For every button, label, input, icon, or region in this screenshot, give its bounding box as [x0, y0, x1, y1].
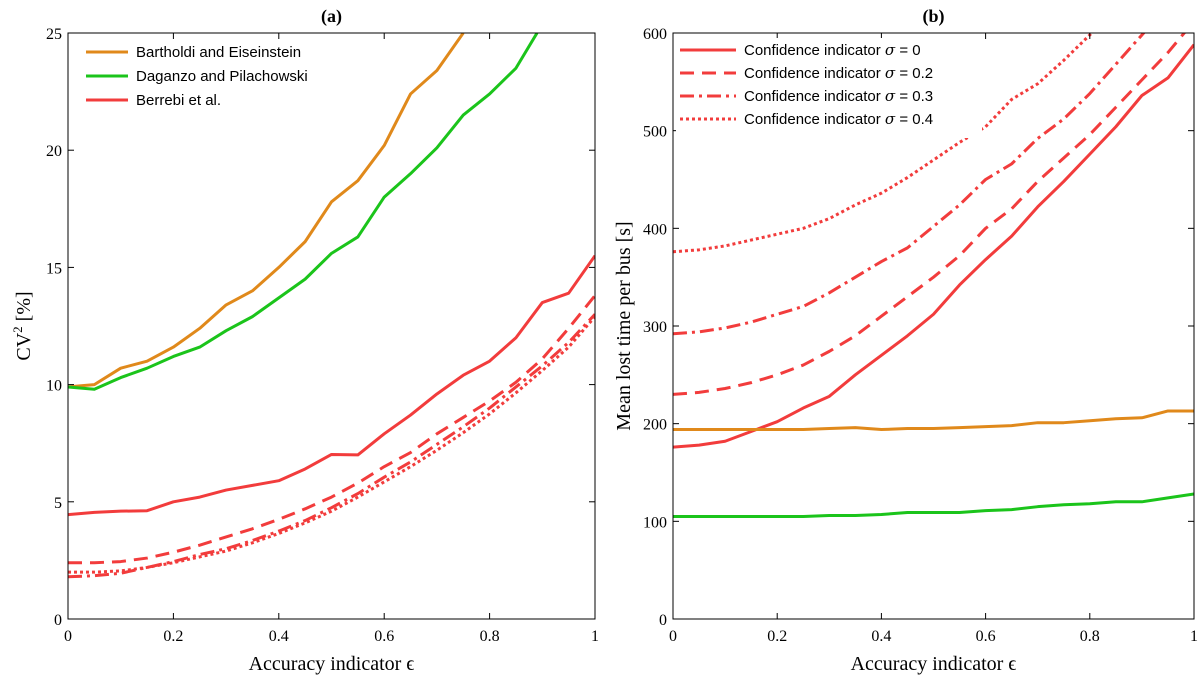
y-tick-label-a-5: 25	[46, 26, 62, 43]
y-axis-label-a: CV2 [%]	[10, 291, 35, 360]
series-line-a-0	[68, 33, 465, 389]
x-tick-label-b-3: 0.6	[976, 628, 996, 645]
series-group-b	[673, 33, 1194, 518]
panel-title-b: (b)	[923, 6, 945, 27]
x-tick-label-a-0: 0	[64, 628, 72, 645]
panel-b: 0 0.2 0.4 0.6 0.8 1 0 100 200 300 400 500 600 (b) Accu…	[613, 6, 1198, 675]
x-tick-label-b-1: 0.2	[767, 628, 787, 645]
y-tick-label-b-4: 400	[643, 221, 667, 238]
legend-a: Bartholdi and Eiseinstein Daganzo and Pil…	[78, 40, 368, 120]
legend-label-a-2: Berrebi et al.	[136, 92, 221, 109]
legend-label-a-0: Bartholdi and Eiseinstein	[136, 44, 301, 61]
x-tick-label-a-3: 0.6	[374, 628, 394, 645]
y-tick-label-a-2: 10	[46, 378, 62, 395]
x-tick-label-b-2: 0.4	[871, 628, 891, 645]
y-tick-label-b-3: 300	[643, 319, 667, 336]
x-tick-label-a-2: 0.4	[269, 628, 289, 645]
y-tick-label-b-6: 600	[643, 26, 667, 43]
legend-label-b-3: Confidence indicator σ = 0.4	[744, 110, 933, 128]
y-axis-label-b: Mean lost time per bus [s]	[613, 221, 635, 430]
series-line-b-2	[673, 33, 1146, 336]
x-tick-label-a-4: 0.8	[480, 628, 500, 645]
y-tick-label-a-3: 15	[46, 260, 62, 277]
x-tick-label-a-5: 1	[591, 628, 599, 645]
panel-title-a: (a)	[321, 6, 342, 27]
series-line-a-2	[68, 254, 595, 517]
legend-label-b-2: Confidence indicator σ = 0.3	[744, 87, 933, 105]
series-line-a-5	[68, 315, 595, 574]
y-tick-label-b-1: 100	[643, 514, 667, 531]
x-tick-label-b-5: 1	[1190, 628, 1198, 645]
x-axis-label-a: Accuracy indicator ϵ	[249, 653, 415, 675]
plot-frame-a	[67, 32, 596, 620]
legend-label-b-0: Confidence indicator σ = 0	[744, 41, 921, 59]
series-line-a-3	[68, 294, 595, 565]
legend-label-a-1: Daganzo and Pilachowski	[136, 68, 308, 85]
y-tick-label-a-0: 0	[54, 612, 62, 629]
series-line-b-3	[673, 33, 1094, 254]
y-tick-label-b-5: 500	[643, 124, 667, 141]
series-line-a-1	[68, 33, 539, 391]
series-line-b-1	[673, 33, 1187, 396]
y-tick-label-b-0: 0	[659, 612, 667, 629]
x-tick-label-b-0: 0	[669, 628, 677, 645]
series-line-b-4	[673, 409, 1194, 432]
series-line-b-5	[673, 492, 1194, 518]
series-line-a-4	[68, 313, 595, 579]
y-tick-label-a-4: 20	[46, 143, 62, 160]
x-tick-label-a-1: 0.2	[163, 628, 183, 645]
y-tick-label-b-2: 200	[643, 417, 667, 434]
x-tick-label-b-4: 0.8	[1080, 628, 1100, 645]
legend-label-b-1: Confidence indicator σ = 0.2	[744, 64, 933, 82]
x-axis-label-b: Accuracy indicator ϵ	[851, 653, 1017, 675]
y-tick-label-a-1: 5	[54, 495, 62, 512]
series-group-a	[68, 33, 595, 579]
legend-b: Confidence indicator σ = 0 Confidence ind…	[676, 38, 982, 138]
